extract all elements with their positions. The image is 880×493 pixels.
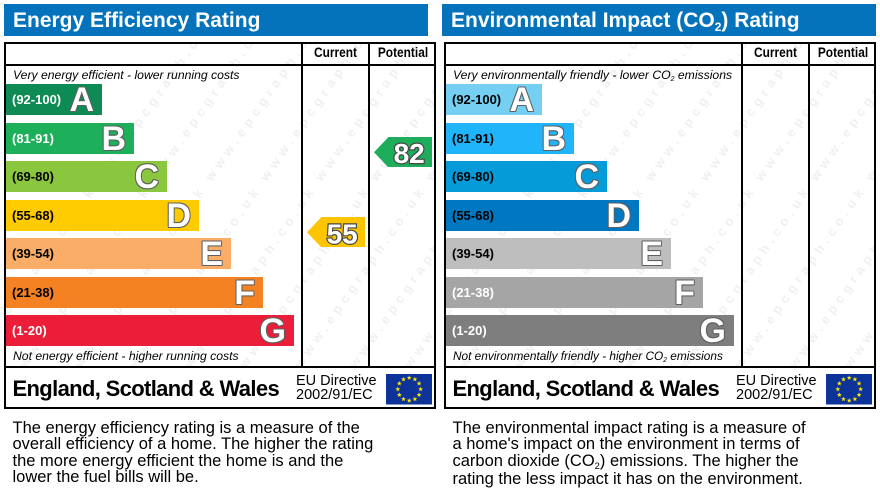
svg-text:82: 82 (394, 138, 425, 167)
svg-text:55: 55 (327, 218, 358, 247)
